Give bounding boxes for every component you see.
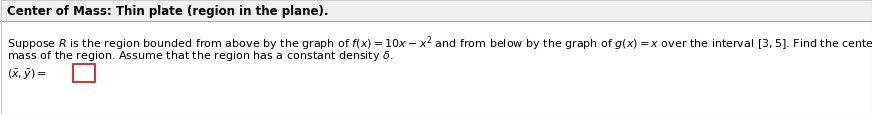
Bar [0, 22, 872, 115]
Text: mass of the region. Assume that the region has a constant density $\delta$.: mass of the region. Assume that the regi… [7, 49, 393, 62]
Text: Center of Mass: Thin plate (region in the plane).: Center of Mass: Thin plate (region in th… [7, 4, 329, 17]
Bar [0, 0, 872, 22]
Text: Suppose $R$ is the region bounded from above by the graph of $f(x) = 10x - x^2$ : Suppose $R$ is the region bounded from a… [7, 34, 872, 52]
Text: $(\bar{x}, \bar{y}) =$: $(\bar{x}, \bar{y}) =$ [7, 67, 47, 82]
FancyBboxPatch shape [73, 64, 95, 82]
